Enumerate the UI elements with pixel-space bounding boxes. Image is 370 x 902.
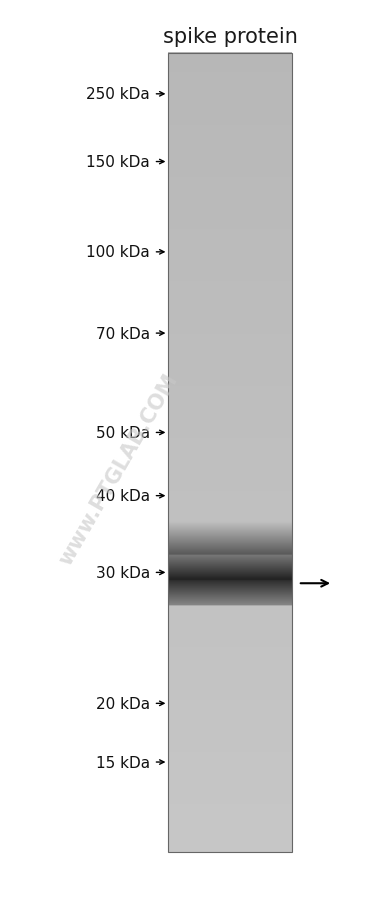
- Text: 70 kDa: 70 kDa: [96, 327, 150, 341]
- Text: 20 kDa: 20 kDa: [96, 696, 150, 711]
- Text: spike protein: spike protein: [163, 27, 298, 47]
- Text: www.PTGLAB.COM: www.PTGLAB.COM: [56, 370, 181, 568]
- Text: 30 kDa: 30 kDa: [95, 566, 150, 580]
- Text: 50 kDa: 50 kDa: [96, 426, 150, 440]
- Text: 150 kDa: 150 kDa: [86, 155, 150, 170]
- Text: 100 kDa: 100 kDa: [86, 245, 150, 260]
- Bar: [168, 54, 292, 852]
- Text: 250 kDa: 250 kDa: [86, 87, 150, 102]
- Text: 40 kDa: 40 kDa: [96, 489, 150, 503]
- Text: 15 kDa: 15 kDa: [96, 755, 150, 769]
